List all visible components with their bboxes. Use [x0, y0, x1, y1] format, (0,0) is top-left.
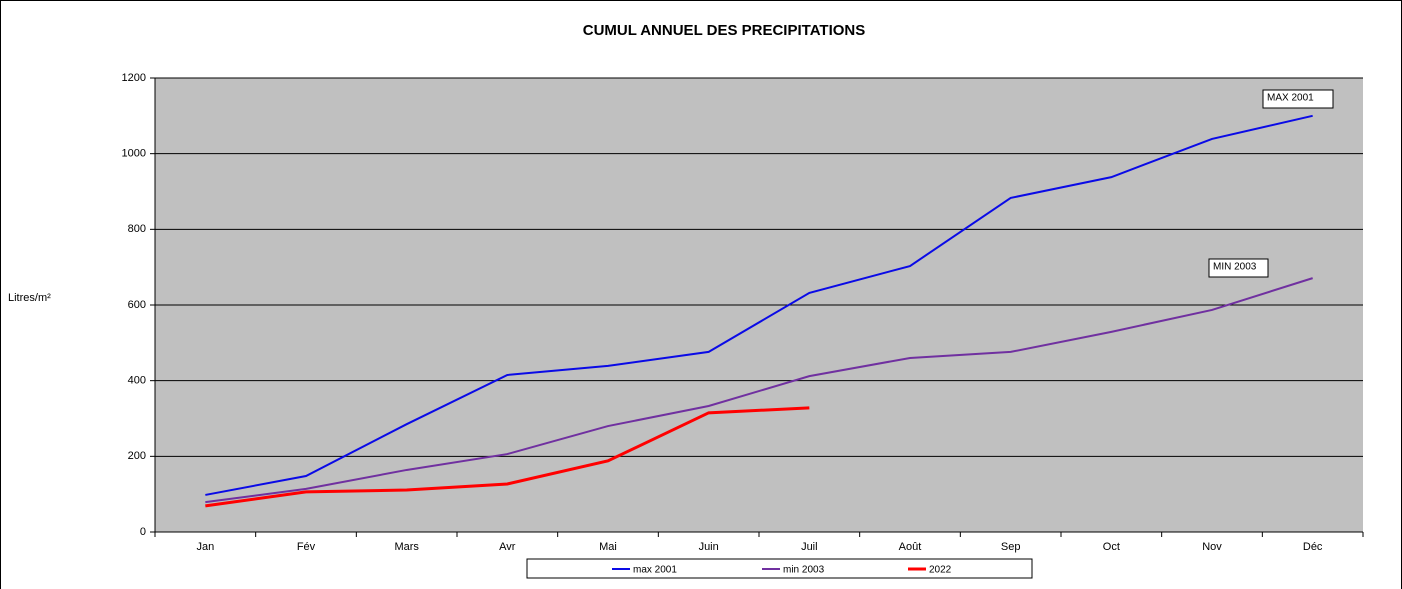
annotation: MAX 2001: [1267, 93, 1314, 104]
series-line: [205, 277, 1313, 504]
x-tick-label: Jan: [196, 541, 214, 553]
legend-label: 2022: [929, 565, 952, 576]
chart-title: CUMUL ANNUEL DES PRECIPITATIONS: [583, 22, 866, 39]
y-tick-label: 1200: [122, 72, 146, 84]
y-tick-label: 1000: [122, 148, 146, 160]
series-line: [205, 406, 810, 508]
y-tick-label: 600: [128, 299, 146, 311]
y-axis-label: Litres/m²: [8, 292, 51, 304]
x-tick-label: Fév: [297, 541, 316, 553]
y-tick-label: 400: [128, 375, 146, 387]
x-tick-label: Août: [899, 541, 922, 553]
x-tick-label: Avr: [499, 541, 516, 553]
y-tick-label: 800: [128, 223, 146, 235]
x-tick-label: Juil: [801, 541, 818, 553]
annotation-box: [1208, 258, 1269, 278]
annotation: MIN 2003: [1213, 262, 1257, 273]
annotation-box: [1262, 89, 1334, 109]
x-tick-label: Mai: [599, 541, 617, 553]
x-tick-label: Déc: [1303, 541, 1323, 553]
x-tick-label: Juin: [699, 541, 719, 553]
y-tick-label: 200: [128, 450, 146, 462]
series-line: [205, 114, 1313, 496]
x-tick-label: Sep: [1001, 541, 1021, 553]
x-tick-label: Oct: [1103, 541, 1120, 553]
y-tick-label: 0: [140, 526, 146, 538]
x-tick-label: Nov: [1202, 541, 1222, 553]
legend-label: min 2003: [783, 565, 825, 576]
x-tick-label: Mars: [394, 541, 419, 553]
legend-label: max 2001: [633, 565, 677, 576]
